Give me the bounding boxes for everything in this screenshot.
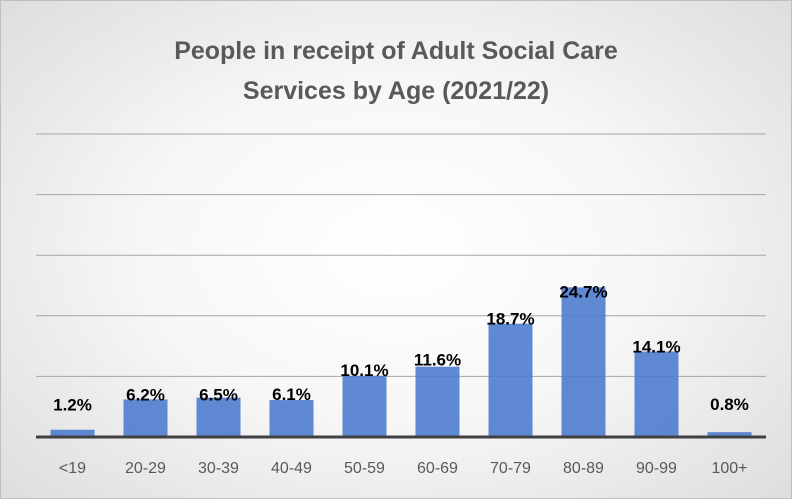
x-tick-label: 90-99: [636, 460, 677, 477]
data-label: 6.5%: [199, 386, 238, 405]
bar: [707, 432, 752, 437]
data-label: 0.8%: [710, 395, 749, 414]
x-tick-label: 40-49: [271, 460, 312, 477]
data-label: 18.7%: [486, 310, 534, 329]
x-tick-label: 20-29: [125, 460, 166, 477]
data-label: 10.1%: [340, 361, 388, 380]
chart-title-line-2: Services by Age (2021/22): [242, 77, 550, 105]
bar: [196, 397, 241, 437]
data-label: 24.7%: [559, 282, 607, 301]
bar: [50, 429, 95, 437]
x-tick-label: 100+: [711, 460, 747, 477]
chart-title: People in receipt of Adult Social Care S…: [1, 31, 791, 111]
bar: [269, 400, 314, 437]
x-tick-label: 80-89: [563, 460, 604, 477]
x-tick-label: <19: [59, 460, 86, 477]
chart-title-line-1: People in receipt of Adult Social Care: [174, 37, 618, 65]
bar: [488, 323, 533, 437]
data-label: 14.1%: [632, 338, 680, 357]
data-label: 11.6%: [414, 351, 461, 370]
x-tick-label: 60-69: [417, 460, 458, 477]
x-tick-label: 30-39: [198, 460, 239, 477]
x-tick-label: 70-79: [490, 460, 531, 477]
data-label: 6.2%: [126, 385, 165, 404]
bar: [634, 351, 679, 437]
bar: [342, 375, 387, 437]
data-label: 6.1%: [272, 385, 311, 404]
data-label: 1.2%: [53, 396, 92, 415]
bar: [561, 287, 606, 437]
bar: [123, 399, 168, 437]
x-tick-label: 50-59: [344, 460, 385, 477]
bar: [415, 366, 460, 437]
